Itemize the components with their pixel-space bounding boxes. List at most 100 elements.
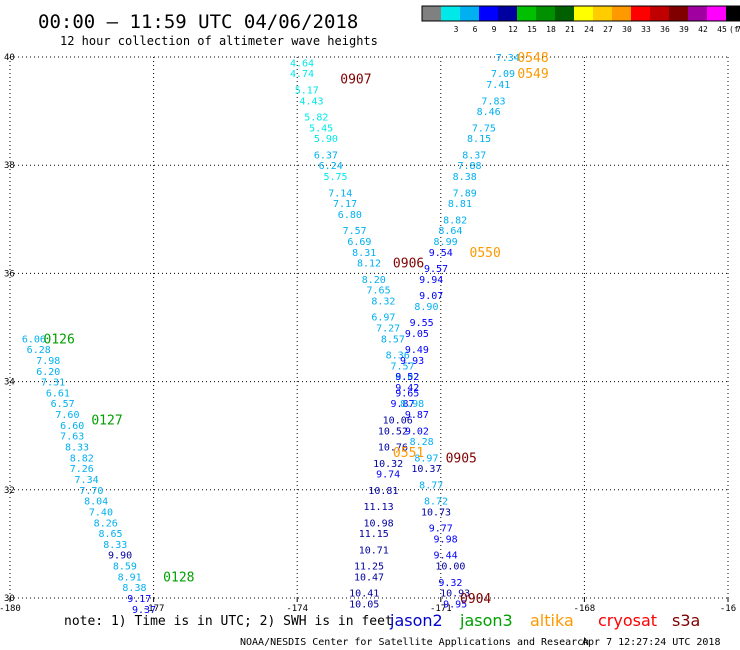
legend-label: 18: [546, 25, 556, 34]
swh-value-middle: 5.75: [323, 172, 347, 183]
legend-label: 36: [660, 25, 670, 34]
x-tick-label: -177: [143, 604, 165, 614]
swh-value-middle: 7.57: [390, 361, 414, 372]
swh-value-west: 8.82: [70, 453, 94, 464]
swh-value-east: 7.89: [453, 188, 477, 199]
swh-value-east: 8.28: [410, 437, 434, 448]
swh-value-west: 7.34: [75, 475, 99, 486]
swh-value-middle: 11.25: [354, 562, 384, 573]
x-tick-label: -16: [720, 604, 736, 614]
swh-value-west: 7.63: [60, 432, 84, 443]
pass-time-s3a: 0907: [340, 73, 371, 88]
swh-value-west: 8.04: [84, 497, 108, 508]
legend-unit: (ft): [729, 25, 740, 34]
swh-value-middle: 9.65: [395, 388, 419, 399]
swh-value-east: 10.93: [440, 589, 470, 600]
swh-value-east: 9.42: [395, 383, 419, 394]
swh-value-east: 9.54: [429, 248, 453, 259]
swh-value-middle: 8.36: [386, 351, 410, 362]
swh-value-middle: 7.14: [328, 188, 352, 199]
swh-value-east: 7.41: [486, 80, 510, 91]
swh-value-middle: 4.43: [300, 96, 324, 107]
swh-value-east: 8.98: [400, 399, 424, 410]
swh-value-east: 9.93: [400, 356, 424, 367]
swh-value-east: 8.46: [477, 107, 501, 118]
y-tick-label: 34: [4, 378, 15, 388]
swh-value-middle: 6.80: [338, 210, 362, 221]
swh-value-west: 7.31: [41, 378, 65, 389]
swh-value-middle: 8.32: [371, 296, 395, 307]
pass-time-jason3: 0128: [163, 570, 194, 585]
swh-value-east: 10.73: [421, 507, 451, 518]
swh-value-east: 9.57: [424, 264, 448, 275]
swh-points: 6.066.287.986.207.316.616.577.606.607.63…: [22, 53, 520, 616]
legend-label: 6: [473, 25, 478, 34]
pass-time-altika: 0550: [470, 246, 501, 261]
legend-label: 70: [736, 25, 740, 34]
legend-swatch: [726, 6, 740, 21]
legend-frame: [421, 5, 740, 22]
swh-value-middle: 7.65: [367, 286, 391, 297]
swh-value-east: 9.55: [410, 318, 434, 329]
satellite-altika: altika: [530, 611, 574, 630]
swh-value-west: 7.26: [70, 464, 94, 475]
swh-value-middle: 10.71: [359, 545, 389, 556]
legend-swatch: [650, 6, 669, 21]
swh-value-middle: 7.27: [376, 324, 400, 335]
x-tick-label: -171: [430, 604, 452, 614]
swh-value-east: 8.99: [434, 237, 458, 248]
swh-value-middle: 6.97: [371, 313, 395, 324]
page-title: 00:00 – 11:59 UTC 04/06/2018: [38, 11, 358, 33]
swh-value-middle: 7.17: [333, 199, 357, 210]
footer-note: note: 1) Time is in UTC; 2) SWH is in fe…: [64, 614, 393, 629]
swh-value-east: 9.49: [405, 345, 429, 356]
plot-grid: [9, 56, 729, 599]
swh-value-middle: 8.31: [352, 248, 376, 259]
swh-value-east: 8.64: [438, 226, 462, 237]
swh-value-middle: 10.06: [383, 415, 413, 426]
legend-label: 15: [527, 25, 537, 34]
page-subtitle: 12 hour collection of altimeter wave hei…: [60, 34, 378, 48]
y-tick-label: 32: [4, 486, 15, 496]
legend-label: 21: [565, 25, 575, 34]
pass-time-s3a: 0904: [460, 592, 491, 607]
legend-swatch: [688, 6, 707, 21]
swh-value-middle: 5.45: [309, 123, 333, 134]
swh-value-west: 7.98: [36, 356, 60, 367]
swh-value-east: 8.38: [453, 172, 477, 183]
swh-value-east: 8.90: [414, 302, 438, 313]
legend-swatch: [479, 6, 498, 21]
swh-value-middle: 10.47: [354, 572, 384, 583]
swh-value-middle: 10.81: [368, 486, 398, 497]
legend-label: 30: [622, 25, 632, 34]
legend-swatch: [460, 6, 479, 21]
color-legend: 36912151821242730333639424570(ft): [421, 5, 740, 34]
pass-time-altika: 0548: [517, 51, 548, 66]
swh-value-middle: 10.05: [349, 599, 379, 610]
swh-value-middle: 6.69: [347, 237, 371, 248]
pass-time-s3a: 0906: [393, 257, 424, 272]
swh-value-west: 7.70: [79, 486, 103, 497]
pass-time-altika: 0549: [517, 67, 548, 82]
legend-label: 42: [698, 25, 708, 34]
legend-swatch: [517, 6, 536, 21]
swh-value-middle: 4.74: [290, 69, 314, 80]
legend-swatch: [631, 6, 650, 21]
legend-swatch: [498, 6, 517, 21]
legend-swatch: [669, 6, 688, 21]
pass-time-s3a: 0905: [446, 451, 477, 466]
swh-value-west: 6.61: [46, 388, 70, 399]
satellite-jason2: jason2: [389, 611, 443, 630]
swh-value-east: 8.15: [467, 134, 491, 145]
swh-value-west: 7.40: [89, 507, 113, 518]
swh-value-east: 8.82: [443, 215, 467, 226]
swh-value-middle: 10.41: [349, 589, 379, 600]
swh-value-east: 8.37: [462, 150, 486, 161]
swh-value-middle: 10.52: [378, 426, 408, 437]
swh-value-east: 9.44: [434, 551, 458, 562]
satellite-legend: jason2 jason3 altika cryosat s3a: [389, 611, 700, 630]
swh-value-middle: 9.87: [390, 399, 414, 410]
swh-value-middle: 6.24: [319, 161, 343, 172]
swh-value-west: 6.28: [27, 345, 51, 356]
